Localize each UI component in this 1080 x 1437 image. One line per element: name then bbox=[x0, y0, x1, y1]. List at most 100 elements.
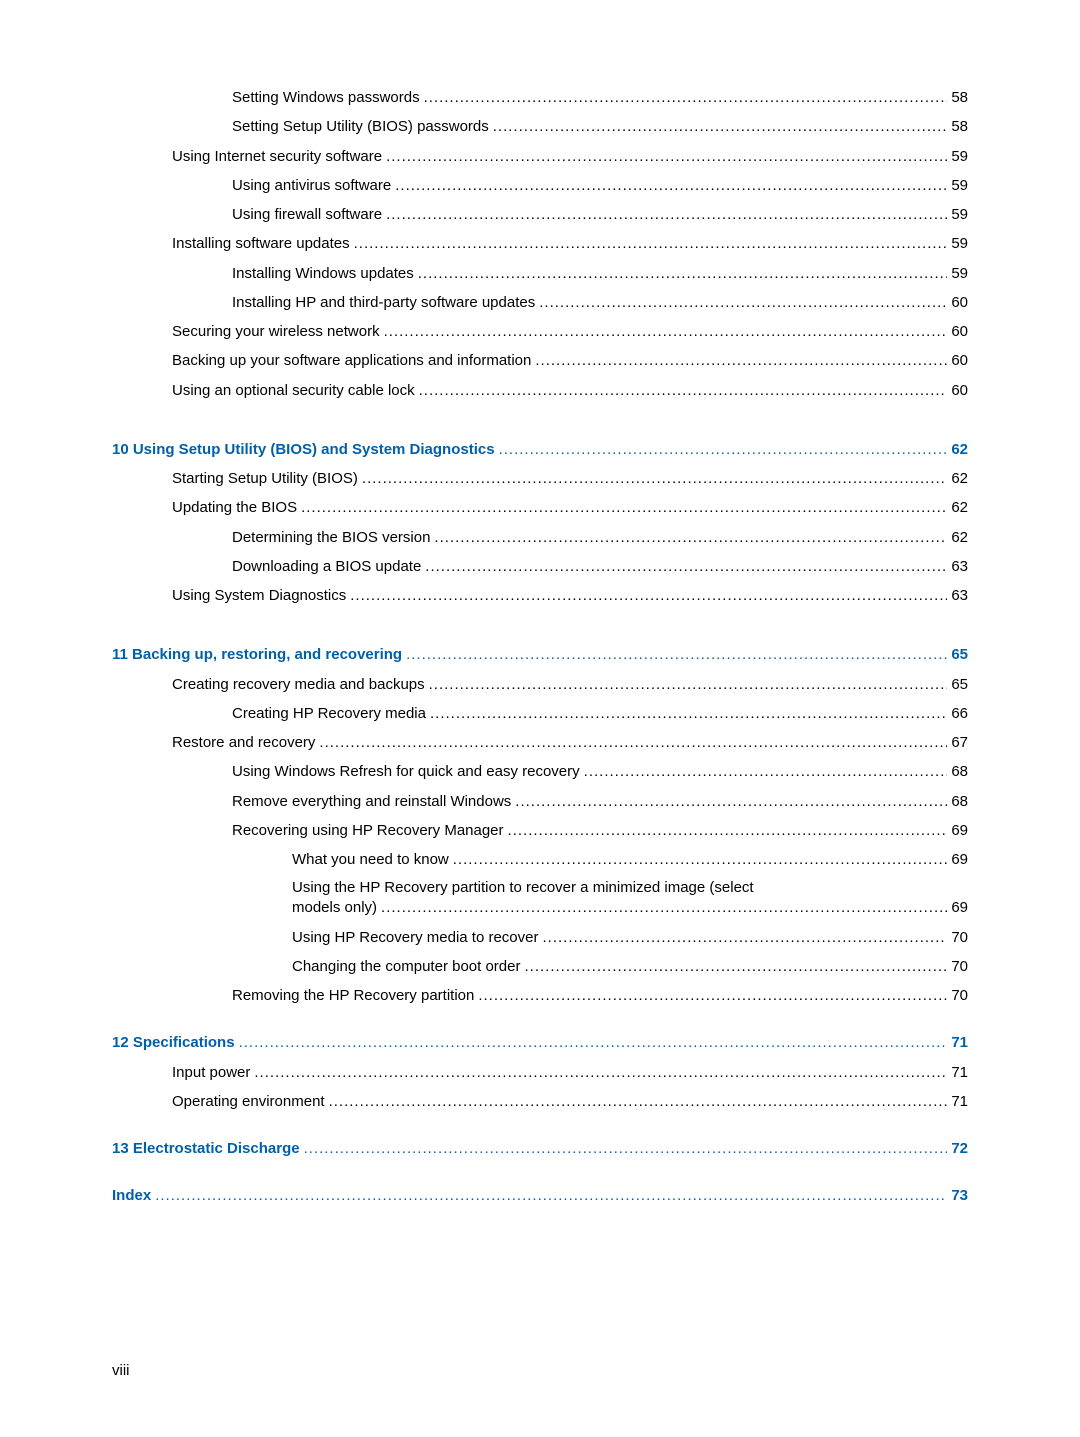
toc-entry[interactable]: Setting Windows passwords 58 bbox=[112, 88, 968, 108]
toc-page-number: 65 bbox=[951, 675, 968, 695]
toc-page-number: 70 bbox=[951, 928, 968, 948]
toc-entry[interactable]: Input power 71 bbox=[112, 1063, 968, 1083]
page-number-footer: viii bbox=[112, 1362, 130, 1379]
toc-page-number: 65 bbox=[951, 645, 968, 665]
toc-label: Downloading a BIOS update bbox=[232, 557, 421, 577]
toc-page-number: 59 bbox=[951, 147, 968, 167]
toc-leader-dots bbox=[524, 957, 947, 977]
toc-page-number: 63 bbox=[951, 586, 968, 606]
toc-page-number: 70 bbox=[951, 986, 968, 1006]
toc-entry[interactable]: Determining the BIOS version62 bbox=[112, 528, 968, 548]
toc-label: Using the HP Recovery partition to recov… bbox=[292, 879, 754, 896]
toc-label: 12 Specifications bbox=[112, 1033, 235, 1053]
toc-leader-dots bbox=[381, 898, 947, 918]
toc-leader-dots bbox=[406, 645, 947, 665]
toc-page-number: 62 bbox=[951, 440, 968, 460]
toc-leader-dots bbox=[386, 205, 947, 225]
toc-leader-dots bbox=[430, 704, 947, 724]
toc-entry[interactable]: Downloading a BIOS update 63 bbox=[112, 557, 968, 577]
toc-chapter-entry[interactable]: 12 Specifications71 bbox=[112, 1033, 968, 1053]
toc-label: Restore and recovery bbox=[172, 733, 315, 753]
page: Setting Windows passwords 58 Setting Setup… bbox=[0, 0, 1080, 1437]
toc-entry[interactable]: Creating HP Recovery media66 bbox=[112, 704, 968, 724]
toc-entry[interactable]: Using the HP Recovery partition to recov… bbox=[112, 879, 968, 918]
toc-chapter-entry[interactable]: 11 Backing up, restoring, and recovering… bbox=[112, 645, 968, 665]
toc-leader-dots bbox=[478, 986, 947, 1006]
toc-leader-dots bbox=[418, 264, 948, 284]
toc-label: Setting Windows passwords bbox=[232, 88, 420, 108]
toc-label: Installing HP and third-party software u… bbox=[232, 293, 535, 313]
toc-entry[interactable]: Installing Windows updates59 bbox=[112, 264, 968, 284]
toc-label: 10 Using Setup Utility (BIOS) and System… bbox=[112, 440, 495, 460]
toc-entry[interactable]: Creating recovery media and backups65 bbox=[112, 675, 968, 695]
toc-page-number: 60 bbox=[951, 351, 968, 371]
toc-entry[interactable]: Securing your wireless network60 bbox=[112, 322, 968, 342]
toc-leader-dots bbox=[425, 557, 947, 577]
section-gap bbox=[112, 1168, 968, 1186]
toc-entry[interactable]: Using HP Recovery media to recover 70 bbox=[112, 928, 968, 948]
toc-label-continuation: models only) bbox=[292, 898, 377, 918]
toc-label: Using HP Recovery media to recover bbox=[292, 928, 539, 948]
toc-entry[interactable]: Using antivirus software 59 bbox=[112, 176, 968, 196]
toc-label: Using antivirus software bbox=[232, 176, 391, 196]
toc-entry[interactable]: Operating environment71 bbox=[112, 1092, 968, 1112]
section-gap bbox=[112, 410, 968, 440]
toc-leader-dots bbox=[301, 498, 947, 518]
toc-leader-dots bbox=[395, 176, 947, 196]
toc-page-number: 69 bbox=[951, 898, 968, 918]
toc-entry[interactable]: Installing HP and third-party software u… bbox=[112, 293, 968, 313]
toc-page-number: 59 bbox=[951, 176, 968, 196]
toc-page-number: 58 bbox=[951, 88, 968, 108]
toc-leader-dots bbox=[386, 147, 947, 167]
toc-entry[interactable]: Backing up your software applications an… bbox=[112, 351, 968, 371]
toc-label: Using System Diagnostics bbox=[172, 586, 346, 606]
toc-page-number: 66 bbox=[951, 704, 968, 724]
toc-page-number: 63 bbox=[951, 557, 968, 577]
toc-page-number: 60 bbox=[951, 293, 968, 313]
toc-label: Using Internet security software bbox=[172, 147, 382, 167]
toc-label: Input power bbox=[172, 1063, 250, 1083]
toc-leader-dots bbox=[539, 293, 947, 313]
toc-page-number: 71 bbox=[951, 1092, 968, 1112]
toc-leader-dots bbox=[453, 850, 948, 870]
toc-entry[interactable]: Using System Diagnostics 63 bbox=[112, 586, 968, 606]
toc-entry[interactable]: Setting Setup Utility (BIOS) passwords58 bbox=[112, 117, 968, 137]
toc-entry[interactable]: Recovering using HP Recovery Manager69 bbox=[112, 821, 968, 841]
toc-entry[interactable]: Using firewall software59 bbox=[112, 205, 968, 225]
toc-label: What you need to know bbox=[292, 850, 449, 870]
toc-label: 11 Backing up, restoring, and recovering bbox=[112, 645, 402, 665]
toc-page-number: 71 bbox=[951, 1063, 968, 1083]
toc-leader-dots bbox=[350, 586, 947, 606]
toc-page-number: 59 bbox=[951, 205, 968, 225]
toc-page-number: 59 bbox=[951, 234, 968, 254]
toc-leader-dots bbox=[434, 528, 947, 548]
toc-label: Updating the BIOS bbox=[172, 498, 297, 518]
toc-entry[interactable]: Installing software updates 59 bbox=[112, 234, 968, 254]
toc-leader-dots bbox=[304, 1139, 948, 1159]
toc-page-number: 62 bbox=[951, 498, 968, 518]
toc-page-number: 67 bbox=[951, 733, 968, 753]
toc-chapter-entry[interactable]: 10 Using Setup Utility (BIOS) and System… bbox=[112, 440, 968, 460]
toc-page-number: 72 bbox=[951, 1139, 968, 1159]
toc-leader-dots bbox=[535, 351, 947, 371]
toc-entry[interactable]: Remove everything and reinstall Windows6… bbox=[112, 792, 968, 812]
toc-leader-dots bbox=[424, 88, 948, 108]
toc-entry[interactable]: Starting Setup Utility (BIOS)62 bbox=[112, 469, 968, 489]
toc-entry[interactable]: Changing the computer boot order70 bbox=[112, 957, 968, 977]
toc-entry[interactable]: What you need to know69 bbox=[112, 850, 968, 870]
toc-leader-dots bbox=[354, 234, 948, 254]
toc-leader-dots bbox=[508, 821, 948, 841]
toc-page-number: 73 bbox=[951, 1186, 968, 1206]
toc-entry[interactable]: Using an optional security cable lock60 bbox=[112, 381, 968, 401]
toc-label: Installing software updates bbox=[172, 234, 350, 254]
toc-chapter-entry[interactable]: Index73 bbox=[112, 1186, 968, 1206]
toc-page-number: 70 bbox=[951, 957, 968, 977]
toc-entry[interactable]: Removing the HP Recovery partition70 bbox=[112, 986, 968, 1006]
toc-entry[interactable]: Using Internet security software 59 bbox=[112, 147, 968, 167]
toc-leader-dots bbox=[362, 469, 947, 489]
toc-chapter-entry[interactable]: 13 Electrostatic Discharge72 bbox=[112, 1139, 968, 1159]
toc-entry[interactable]: Restore and recovery 67 bbox=[112, 733, 968, 753]
toc-leader-dots bbox=[543, 928, 948, 948]
toc-entry[interactable]: Updating the BIOS 62 bbox=[112, 498, 968, 518]
toc-entry[interactable]: Using Windows Refresh for quick and easy… bbox=[112, 762, 968, 782]
